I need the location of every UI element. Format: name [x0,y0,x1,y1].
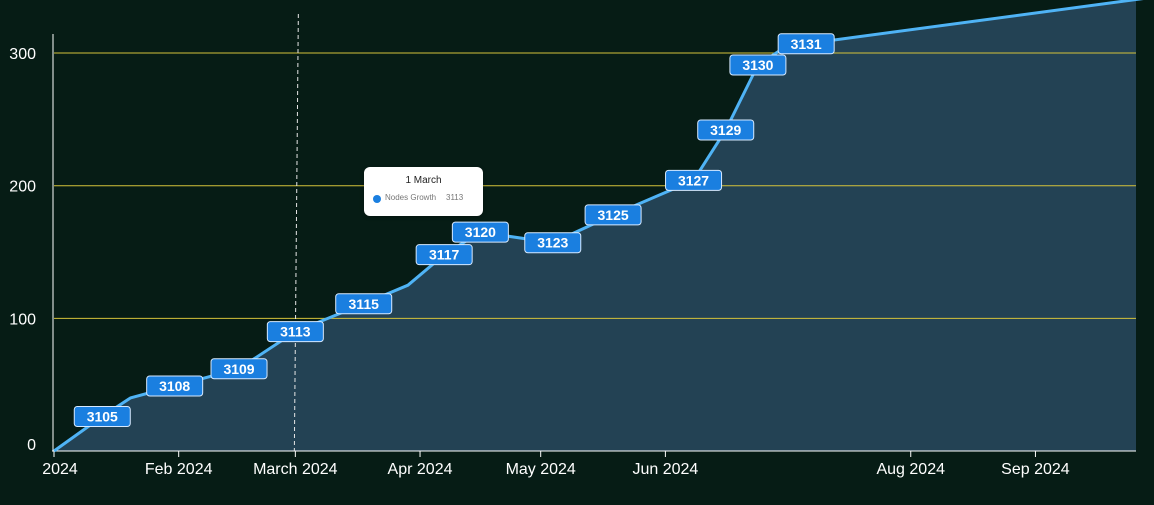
data-label: 3117 [429,247,460,263]
data-label: 3131 [791,36,822,52]
tooltip-series-name: Nodes Growth [385,193,437,202]
data-label-box [415,244,473,266]
data-label: 3115 [349,296,380,312]
x-tick-label: Feb 2024 [145,461,213,478]
crosshair-line [293,13,299,452]
data-label: 3129 [710,122,741,138]
y-tick-label: 300 [9,46,36,63]
data-label-box [665,169,723,191]
x-tick-label: 2024 [42,461,78,478]
data-label-box [777,33,835,55]
y-tick-label: 100 [9,311,36,328]
chart-tooltip: 1 March Nodes Growth 3113 [364,167,483,216]
data-label: 3109 [223,361,254,377]
data-label-box [146,375,204,397]
y-tick-label: 200 [9,179,36,196]
data-label: 3125 [598,207,629,223]
data-label-box [451,221,509,243]
data-label-box [73,406,131,428]
y-tick-label: 0 [27,437,36,454]
data-label-box [729,54,787,76]
x-tick-label: March 2024 [253,461,338,478]
data-label: 3127 [678,172,709,188]
data-label: 3113 [280,324,311,340]
data-label: 3130 [742,57,773,73]
x-tick-label: Sep 2024 [1001,461,1070,478]
data-label-box [697,119,755,141]
data-label: 3105 [87,409,118,425]
series-color-dot-icon [373,195,381,203]
data-label-box [524,232,582,254]
x-tick-label: Apr 2024 [388,461,453,478]
x-tick-label: May 2024 [506,461,576,478]
tooltip-title: 1 March [405,175,442,186]
data-label-box [266,321,324,343]
data-label: 3123 [537,235,568,251]
x-tick-label: Aug 2024 [876,461,945,478]
data-label-box [210,358,268,380]
data-label: 3108 [159,378,190,394]
tooltip-value: 3113 [446,193,464,202]
data-label-box [584,204,642,226]
series-area [54,0,1136,451]
data-label-box [335,293,393,315]
x-tick-label: Jun 2024 [632,461,698,478]
data-label: 3120 [465,224,496,240]
